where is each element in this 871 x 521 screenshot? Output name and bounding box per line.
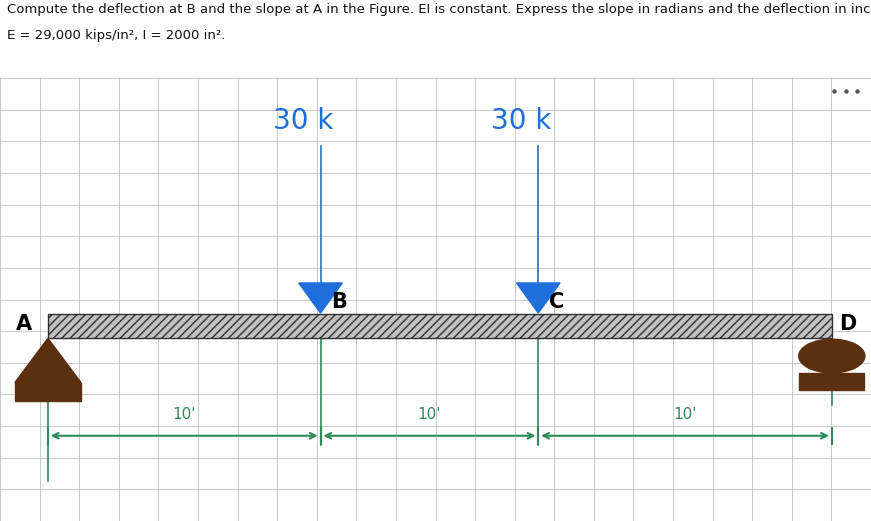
Text: 30 k: 30 k: [490, 107, 551, 134]
Circle shape: [799, 339, 865, 373]
Polygon shape: [299, 283, 342, 313]
Text: E = 29,000 kips/in², I = 2000 in².: E = 29,000 kips/in², I = 2000 in².: [7, 29, 226, 42]
Text: Compute the deflection at B and the slope at A in the Figure. EI is constant. Ex: Compute the deflection at B and the slop…: [7, 3, 871, 16]
Bar: [799, 373, 864, 390]
Text: 10': 10': [418, 407, 441, 423]
Text: 10': 10': [172, 407, 196, 423]
Polygon shape: [15, 338, 81, 382]
Text: C: C: [549, 292, 564, 312]
Text: B: B: [331, 292, 347, 312]
Bar: [16, 382, 80, 401]
Text: 10': 10': [673, 407, 697, 423]
Polygon shape: [517, 283, 560, 313]
Text: 30 k: 30 k: [273, 107, 334, 134]
Text: D: D: [839, 314, 856, 334]
Bar: [48, 314, 832, 338]
Text: A: A: [16, 314, 32, 334]
